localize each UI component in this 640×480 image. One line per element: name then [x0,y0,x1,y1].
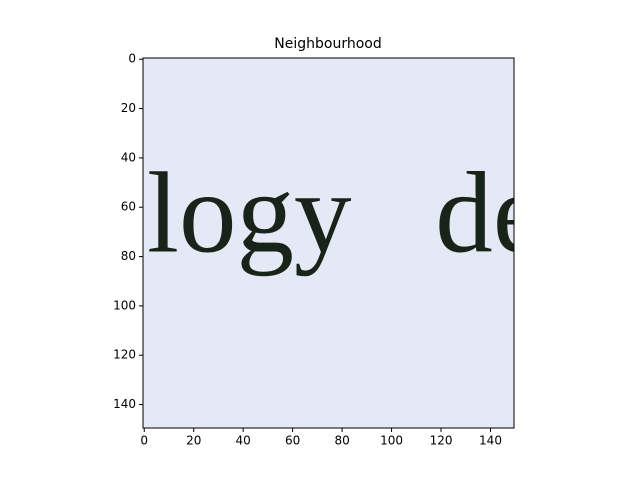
x-tick-label: 100 [380,434,403,448]
y-tick-label: 0 [128,52,136,66]
x-tick-label: 120 [430,434,453,448]
chart-title: Neighbourhood [274,36,381,52]
y-tick-label: 40 [121,150,136,164]
y-tick-label: 20 [121,101,136,115]
y-tick-label: 100 [113,298,136,312]
x-tick-label: 0 [140,434,148,448]
y-tick-label: 80 [121,249,136,263]
x-tick-label: 20 [186,434,201,448]
x-tick-label: 60 [285,434,300,448]
y-tick-label: 140 [113,397,136,411]
x-tick-label: 80 [334,434,349,448]
image-background [143,58,514,428]
y-tick-label: 120 [113,348,136,362]
axes-frame [142,57,515,429]
x-tick-label: 140 [479,434,502,448]
y-tick-label: 60 [121,200,136,214]
image-text: logy de [147,150,544,277]
image: logy de [143,58,544,428]
x-tick-label: 40 [236,434,251,448]
